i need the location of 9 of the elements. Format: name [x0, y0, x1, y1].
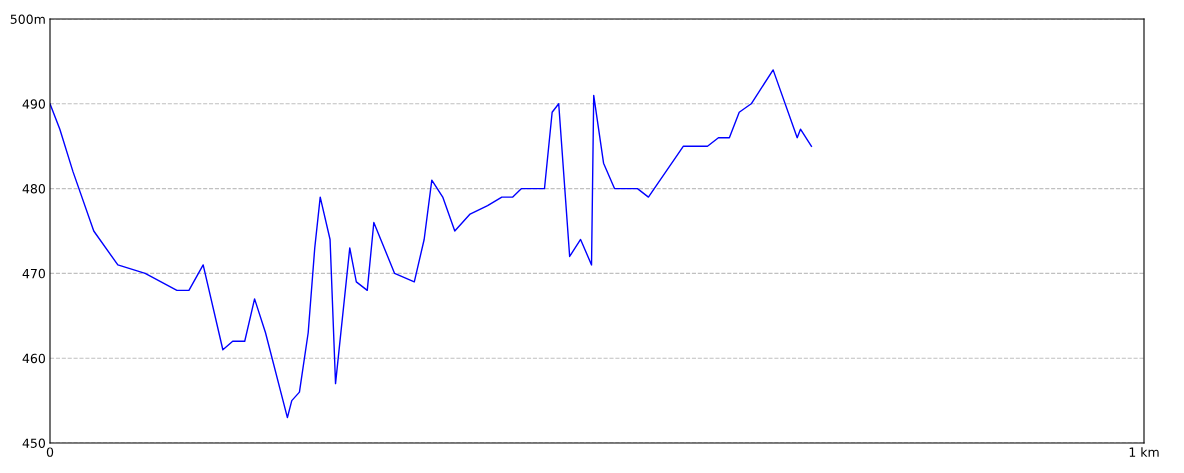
- y-tick-label: 450: [22, 438, 45, 448]
- y-tick-label: 500m: [10, 14, 45, 24]
- y-tick-label: 480: [22, 184, 45, 194]
- x-tick-label: 1 km: [1129, 447, 1159, 457]
- y-tick-label: 470: [22, 268, 45, 279]
- line-series: [50, 69, 813, 419]
- y-tick-label: 460: [22, 353, 45, 364]
- x-tick-label: 0: [46, 447, 54, 457]
- y-tick-label: 490: [22, 99, 45, 109]
